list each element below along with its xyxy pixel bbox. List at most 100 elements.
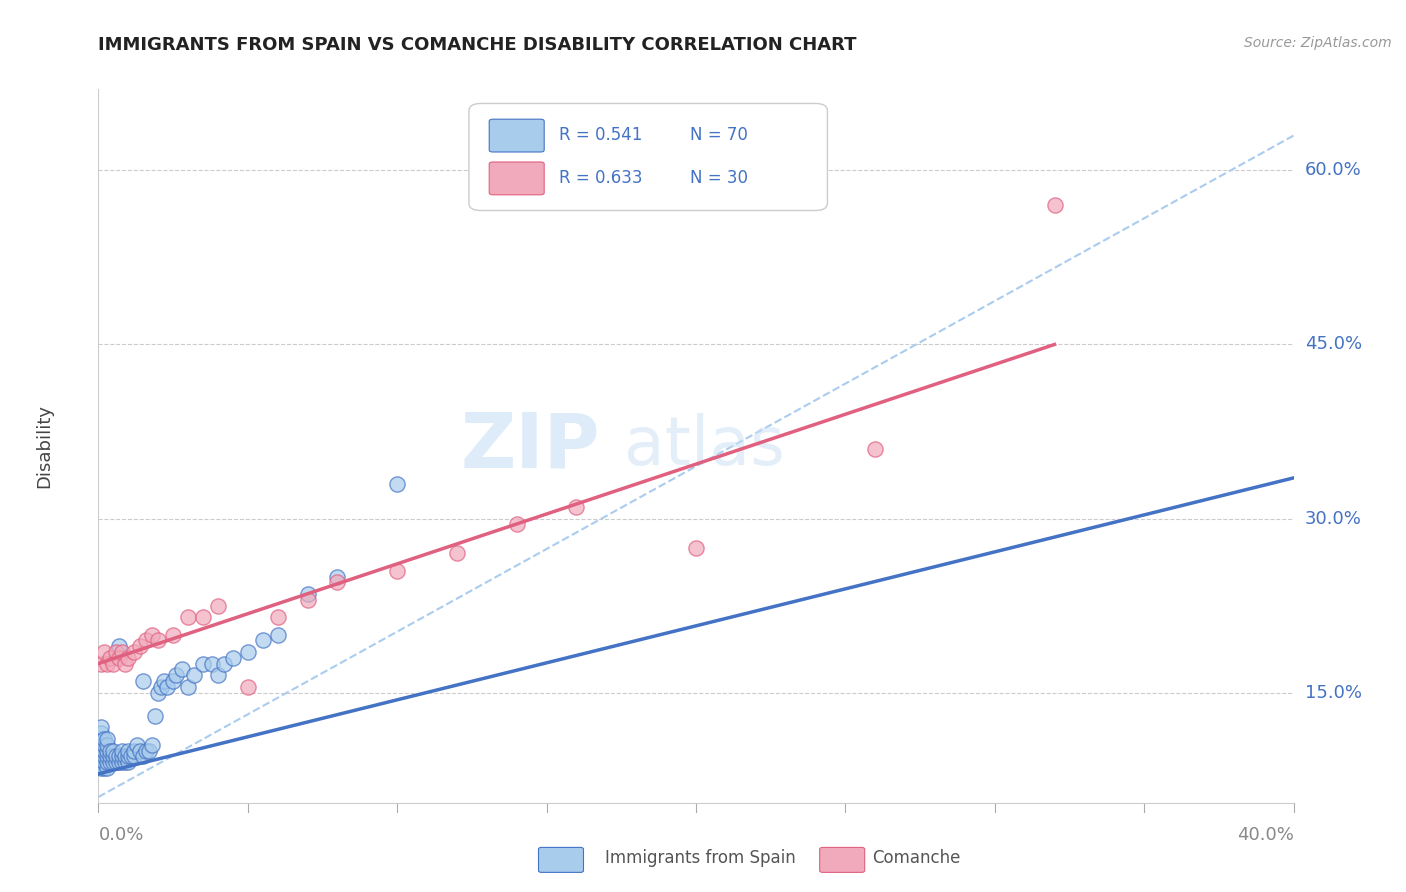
Point	[117, 743, 139, 757]
Point	[96, 749, 118, 764]
Point	[111, 755, 134, 769]
Text: N = 30: N = 30	[690, 169, 748, 186]
Point	[212, 657, 235, 671]
Point	[93, 743, 115, 757]
Point	[108, 755, 131, 769]
Text: 30.0%: 30.0%	[1305, 509, 1361, 527]
Point	[124, 749, 146, 764]
Point	[148, 633, 170, 648]
Text: IMMIGRANTS FROM SPAIN VS COMANCHE DISABILITY CORRELATION CHART: IMMIGRANTS FROM SPAIN VS COMANCHE DISABI…	[98, 36, 856, 54]
Point	[90, 720, 112, 734]
Point	[96, 755, 118, 769]
Point	[98, 755, 122, 769]
Text: R = 0.633: R = 0.633	[558, 169, 643, 186]
Point	[90, 731, 112, 746]
Point	[117, 749, 139, 764]
Text: 40.0%: 40.0%	[1237, 826, 1294, 844]
Point	[207, 668, 229, 682]
Point	[135, 743, 157, 757]
Point	[222, 650, 245, 665]
Point	[124, 645, 146, 659]
Point	[177, 610, 200, 624]
Text: Comanche: Comanche	[872, 849, 960, 867]
Point	[98, 650, 122, 665]
Point	[207, 599, 229, 613]
Text: ZIP: ZIP	[461, 409, 600, 483]
Text: R = 0.541: R = 0.541	[558, 126, 643, 144]
Point	[165, 668, 187, 682]
Point	[90, 761, 112, 775]
Point	[865, 442, 887, 456]
Point	[1043, 198, 1066, 212]
Point	[105, 755, 128, 769]
Point	[162, 673, 184, 688]
Point	[297, 587, 319, 601]
Text: Source: ZipAtlas.com: Source: ZipAtlas.com	[1244, 36, 1392, 50]
Point	[103, 657, 125, 671]
Point	[103, 749, 125, 764]
Point	[297, 592, 319, 607]
Point	[124, 743, 146, 757]
Point	[96, 657, 118, 671]
Point	[236, 645, 259, 659]
Point	[201, 657, 224, 671]
Point	[90, 738, 112, 752]
Point	[111, 645, 134, 659]
Point	[117, 650, 139, 665]
Point	[252, 633, 274, 648]
Text: atlas: atlas	[624, 413, 785, 479]
Point	[132, 673, 155, 688]
Point	[141, 738, 163, 752]
Point	[90, 726, 112, 740]
Point	[172, 662, 194, 676]
Point	[103, 755, 125, 769]
Point	[111, 749, 134, 764]
FancyBboxPatch shape	[489, 120, 544, 152]
Text: Immigrants from Spain: Immigrants from Spain	[605, 849, 796, 867]
Point	[114, 755, 136, 769]
Point	[129, 743, 152, 757]
Point	[191, 610, 214, 624]
Point	[143, 708, 166, 723]
Point	[150, 680, 173, 694]
Text: N = 70: N = 70	[690, 126, 748, 144]
Point	[105, 645, 128, 659]
Point	[153, 673, 176, 688]
Point	[103, 743, 125, 757]
Point	[108, 650, 131, 665]
Point	[506, 517, 529, 532]
Point	[685, 541, 707, 555]
Point	[326, 569, 349, 583]
Point	[148, 685, 170, 699]
Point	[177, 680, 200, 694]
Point	[565, 500, 588, 514]
Point	[156, 680, 179, 694]
FancyBboxPatch shape	[489, 162, 544, 194]
Text: Disability: Disability	[35, 404, 53, 488]
Point	[138, 743, 160, 757]
Text: 0.0%: 0.0%	[98, 826, 143, 844]
Point	[93, 645, 115, 659]
Point	[93, 761, 115, 775]
Point	[135, 633, 157, 648]
Point	[108, 749, 131, 764]
Point	[120, 749, 142, 764]
FancyBboxPatch shape	[470, 103, 827, 211]
Point	[96, 731, 118, 746]
Point	[129, 639, 152, 653]
Point	[385, 564, 409, 578]
Point	[326, 575, 349, 590]
Point	[267, 627, 290, 641]
Point	[111, 743, 134, 757]
Point	[93, 731, 115, 746]
Text: 15.0%: 15.0%	[1305, 683, 1361, 702]
Point	[132, 749, 155, 764]
Point	[93, 738, 115, 752]
Point	[191, 657, 214, 671]
Point	[93, 755, 115, 769]
Point	[96, 761, 118, 775]
Point	[105, 749, 128, 764]
Point	[117, 755, 139, 769]
Point	[108, 639, 131, 653]
Point	[90, 743, 112, 757]
